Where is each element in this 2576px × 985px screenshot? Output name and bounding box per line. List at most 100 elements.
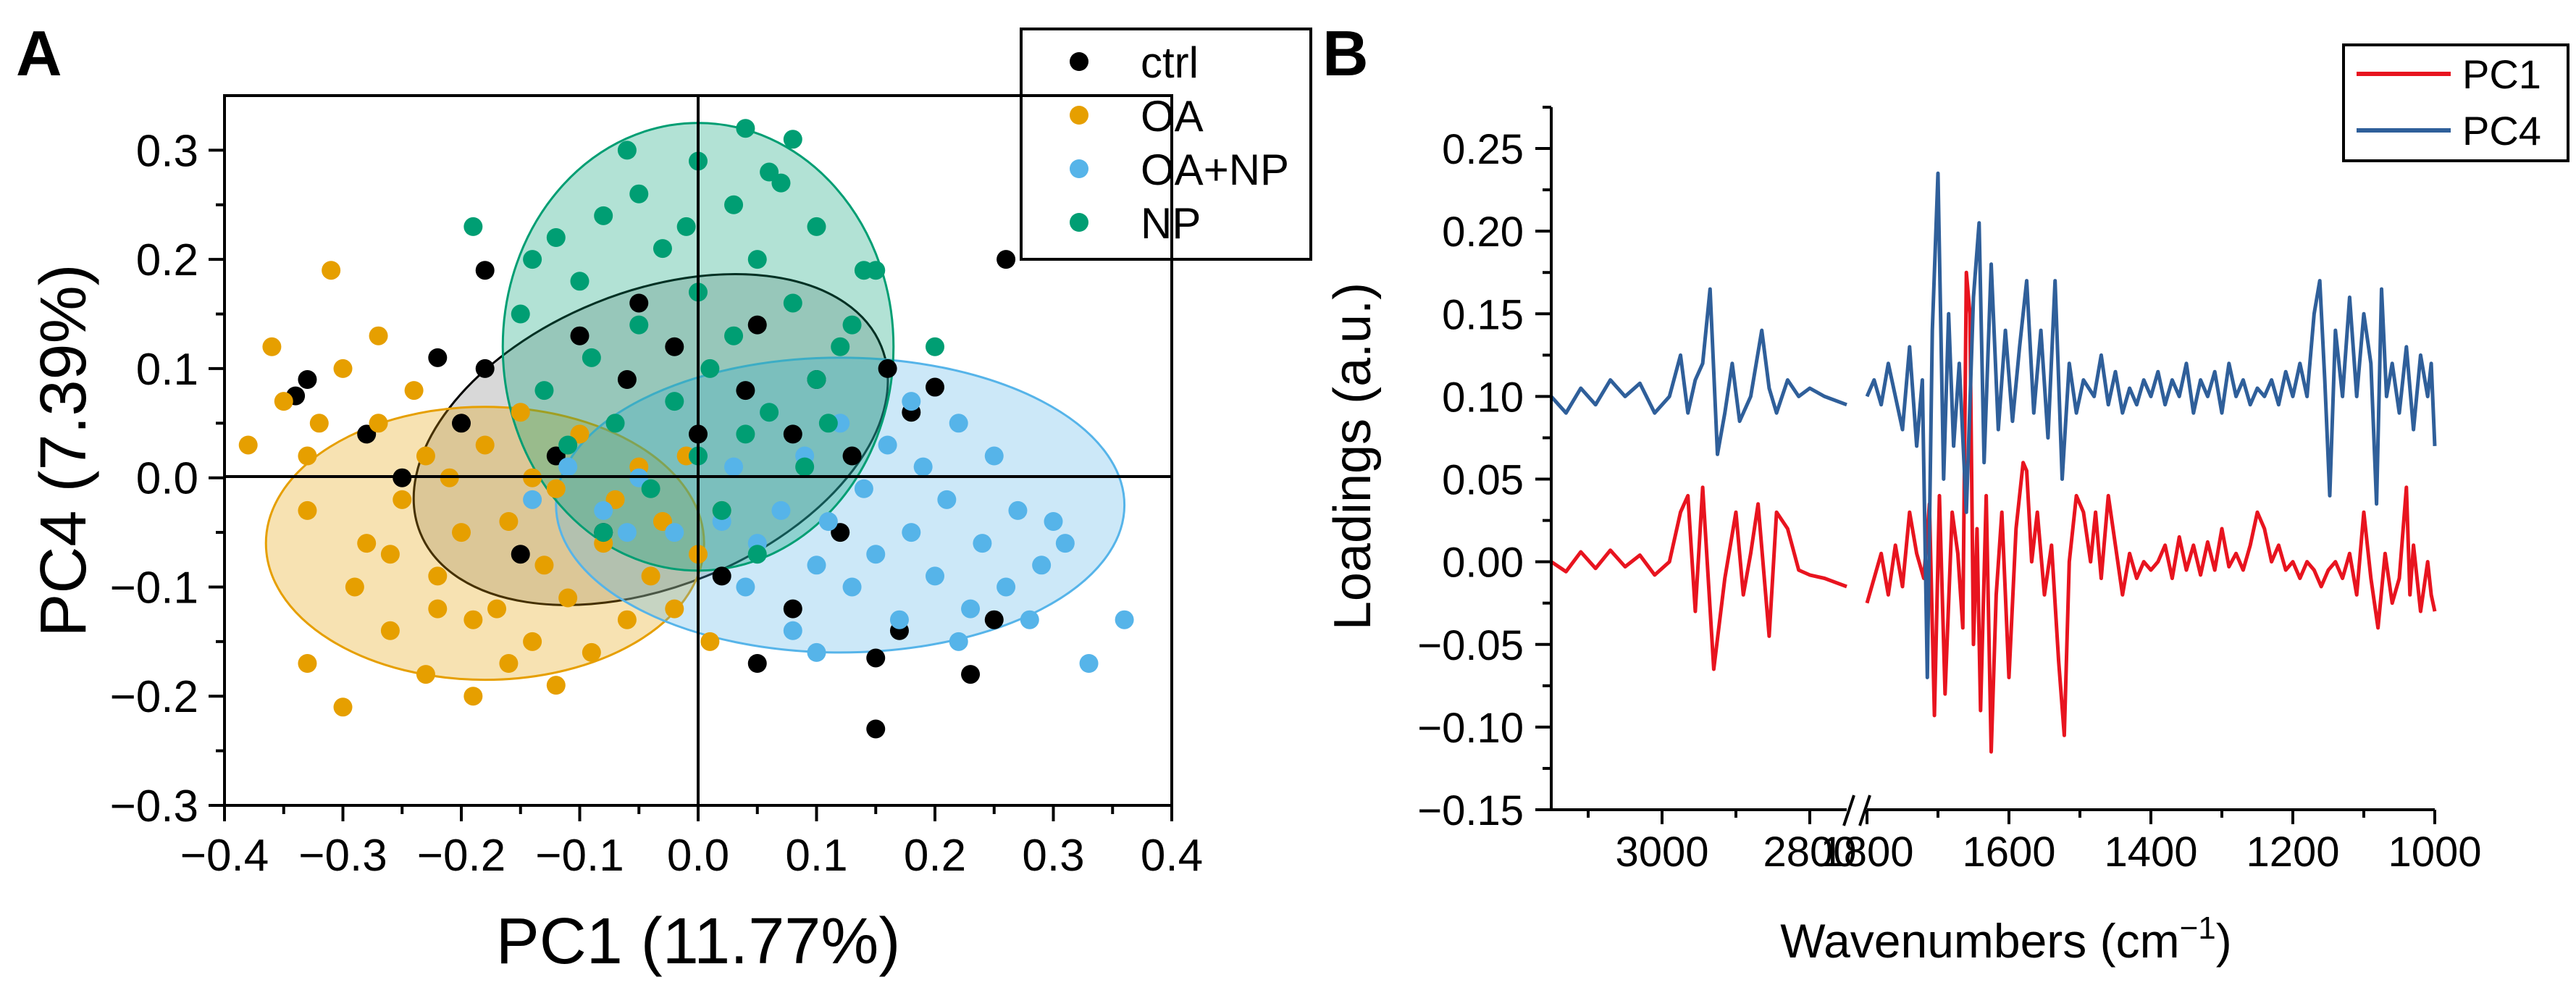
point-oa: [452, 523, 471, 542]
point-ctrl: [736, 381, 755, 401]
point-np: [795, 457, 815, 477]
point-oa: [274, 392, 293, 411]
y-tick-label: 0.20: [1442, 209, 1524, 256]
x-tick-label: −0.1: [535, 831, 624, 881]
point-oa: [322, 261, 341, 280]
y-tick-label: 0.25: [1442, 126, 1524, 173]
point-ctrl: [878, 359, 897, 378]
point-oa: [380, 621, 400, 640]
point-ctrl: [783, 599, 802, 619]
point-np: [926, 337, 944, 356]
point-np: [818, 414, 838, 433]
point-oa: [463, 687, 483, 706]
point-np: [831, 337, 850, 356]
point-np: [736, 424, 755, 444]
point-oa-np: [665, 523, 684, 542]
point-oa: [238, 435, 258, 455]
point-oa: [298, 654, 317, 673]
point-oa-np: [902, 392, 921, 411]
point-np: [546, 228, 566, 247]
point-np: [534, 381, 554, 401]
point-ctrl: [452, 414, 471, 433]
point-ctrl: [357, 424, 377, 444]
legend-label: ctrl: [1141, 38, 1199, 87]
point-oa-np: [997, 577, 1016, 597]
y-axis-ticks-b: −0.15 −0.10 −0.05 0.00 0.05 0.10 0.15 0.20 0.25: [1417, 106, 1551, 834]
point-oa-np: [771, 500, 791, 520]
point-oa: [582, 642, 601, 662]
point-oa: [345, 577, 364, 597]
point-oa: [570, 424, 590, 444]
point-ctrl: [617, 370, 637, 389]
point-oa: [298, 500, 317, 520]
y-tick-label: 0.15: [1442, 291, 1524, 338]
y-tick-label: −0.3: [110, 781, 198, 831]
point-oa: [605, 490, 625, 509]
point-oa: [463, 610, 483, 629]
point-oa-np: [889, 610, 909, 629]
point-oa: [546, 479, 566, 498]
point-np: [807, 217, 826, 236]
point-oa: [369, 414, 388, 433]
point-oa: [380, 545, 400, 564]
point-oa-np: [854, 479, 873, 498]
point-oa-np: [973, 534, 992, 553]
point-oa: [617, 610, 637, 629]
point-oa-np: [1055, 534, 1075, 553]
point-np: [558, 435, 578, 455]
point-np: [570, 272, 590, 291]
point-oa-np: [984, 446, 1004, 466]
point-oa-np: [1044, 512, 1063, 531]
point-np: [511, 304, 530, 324]
line-pc4-seg2: [1865, 171, 2437, 679]
point-oa: [416, 665, 435, 684]
x-axis-label-b: Wavenumbers (cm−1): [1780, 910, 2232, 968]
axis-break-left: [1842, 795, 1855, 826]
legend-marker: [1070, 52, 1088, 71]
legend-label: NP: [1141, 199, 1201, 248]
point-oa: [487, 599, 507, 619]
point-oa-np: [961, 599, 981, 619]
point-ctrl: [961, 665, 981, 684]
point-ctrl: [511, 545, 530, 564]
point-oa-np: [842, 577, 862, 597]
ellipse-ctrl: [412, 273, 889, 606]
point-np: [594, 206, 613, 225]
point-np: [783, 293, 802, 313]
point-oa-np: [866, 545, 886, 564]
point-oa: [428, 566, 448, 586]
point-oa: [641, 566, 660, 586]
y-tick-label: −0.1: [110, 563, 198, 613]
point-np: [653, 239, 672, 259]
panel-b-letter: B: [1322, 17, 1369, 89]
point-oa-np: [558, 457, 578, 477]
point-oa-np: [807, 642, 826, 662]
point-oa: [428, 599, 448, 619]
point-np: [700, 359, 720, 378]
x-tick-label: 1600: [1962, 829, 2055, 876]
x-axis-label-a: PC1 (11.77%): [496, 905, 901, 978]
legend-marker: [1070, 159, 1088, 178]
x-tick-label: 1000: [2388, 829, 2481, 876]
point-np: [866, 261, 886, 280]
point-oa: [511, 403, 530, 422]
point-oa: [653, 512, 672, 531]
point-ctrl: [747, 315, 767, 335]
x-tick-label: 1200: [2246, 829, 2339, 876]
point-ctrl: [475, 261, 495, 280]
point-np: [523, 250, 542, 269]
point-oa: [309, 414, 329, 433]
y-tick-label: 0.00: [1442, 540, 1524, 587]
point-np: [771, 173, 791, 193]
point-oa: [393, 490, 412, 509]
point-oa: [546, 676, 566, 695]
y-tick-label: 0.2: [136, 235, 198, 285]
point-oa-np: [523, 490, 542, 509]
point-oa: [357, 534, 377, 553]
point-ctrl: [997, 250, 1016, 269]
point-oa: [369, 326, 388, 345]
point-ctrl: [842, 446, 862, 466]
